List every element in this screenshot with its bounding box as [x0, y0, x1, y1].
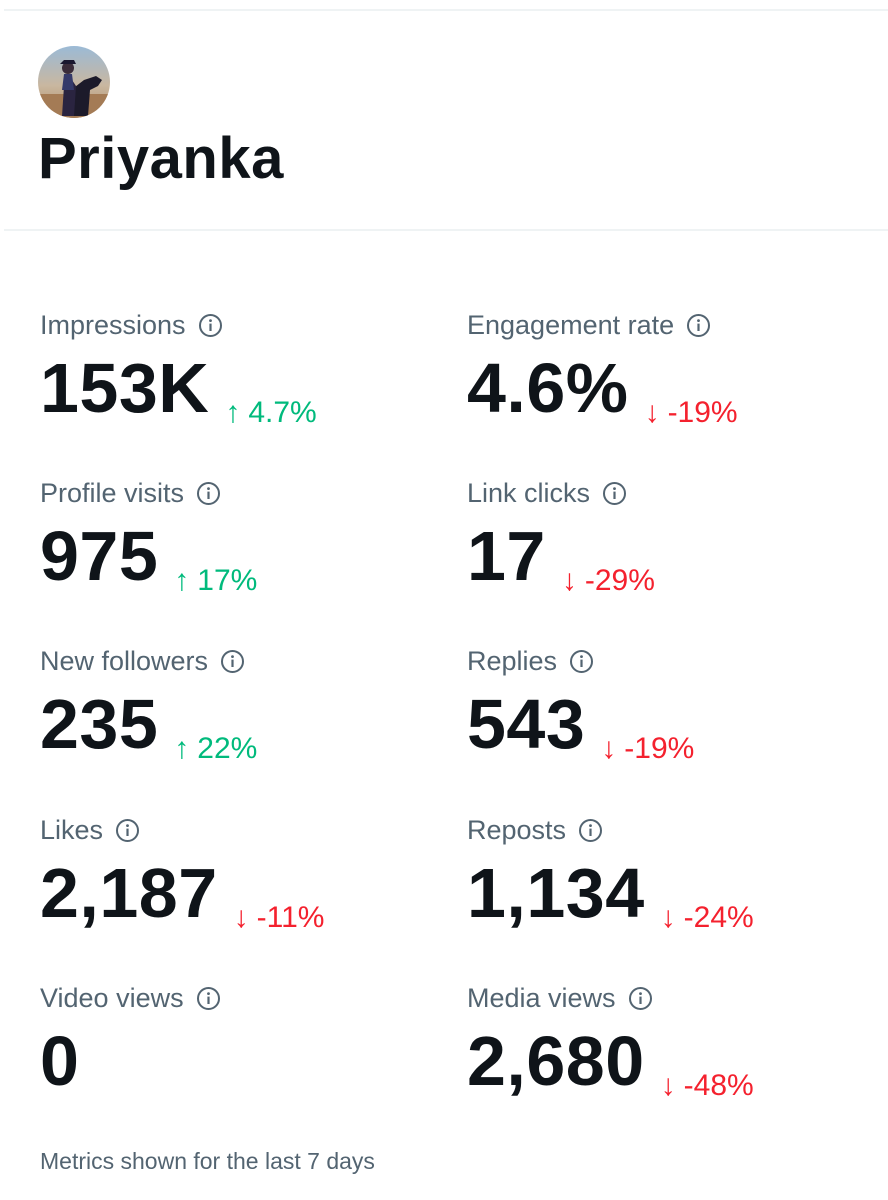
top-divider: [4, 9, 888, 11]
metrics-period-note: Metrics shown for the last 7 days: [40, 1148, 375, 1174]
metric-label: Link clicks: [467, 478, 591, 508]
header-divider: [4, 229, 888, 231]
arrow-down-icon: ↓: [660, 901, 676, 934]
metric-change-value: -11%: [256, 901, 325, 934]
metric-value: 1,134: [467, 854, 645, 932]
metric-change-value: -48%: [683, 1069, 754, 1102]
metric-change: ↓ -19%: [645, 393, 738, 433]
metric-change: ↓ -11%: [234, 898, 325, 938]
info-circle-icon[interactable]: [115, 818, 140, 843]
metric-value: 543: [467, 685, 586, 763]
metric-value: 4.6%: [467, 349, 629, 427]
info-circle-icon[interactable]: [578, 818, 603, 843]
metric-change: ↓ -24%: [661, 898, 754, 938]
metric-change: ↑ 22%: [174, 729, 257, 769]
info-circle-icon[interactable]: [628, 986, 653, 1011]
metric-change-value: -29%: [584, 564, 655, 597]
info-circle-icon[interactable]: [569, 649, 594, 674]
info-circle-icon[interactable]: [602, 481, 627, 506]
metric-new-followers: New followers 235 ↑ 22%: [40, 636, 460, 776]
metric-change-value: -19%: [667, 396, 738, 429]
metric-impressions: Impressions 153K ↑ 4.7%: [40, 300, 460, 440]
metric-reposts: Reposts 1,134 ↓ -24%: [467, 805, 887, 945]
metric-change-value: -24%: [683, 901, 754, 934]
metric-engagement-rate: Engagement rate 4.6% ↓ -19%: [467, 300, 887, 440]
arrow-down-icon: ↓: [601, 732, 617, 765]
metric-label: Video views: [40, 983, 184, 1013]
metric-label: Replies: [467, 646, 558, 676]
metric-value: 2,680: [467, 1022, 645, 1100]
metric-label: New followers: [40, 646, 209, 676]
metric-value: 17: [467, 517, 546, 595]
arrow-down-icon: ↓: [660, 1069, 676, 1102]
metric-change: ↑ 17%: [174, 561, 257, 601]
metric-change: ↓ -48%: [661, 1066, 754, 1106]
metric-change-value: 17%: [197, 564, 258, 597]
info-circle-icon[interactable]: [686, 313, 711, 338]
info-circle-icon[interactable]: [198, 313, 223, 338]
metric-profile-visits: Profile visits 975 ↑ 17%: [40, 468, 460, 608]
metric-change: ↓ -19%: [601, 729, 694, 769]
metric-value: 153K: [40, 349, 210, 427]
metric-value: 235: [40, 685, 159, 763]
metric-media-views: Media views 2,680 ↓ -48%: [467, 973, 887, 1113]
metric-label: Reposts: [467, 815, 567, 845]
profile-header: Priyanka: [0, 11, 888, 230]
info-circle-icon[interactable]: [220, 649, 245, 674]
metric-label: Media views: [467, 983, 616, 1013]
metric-label: Engagement rate: [467, 310, 675, 340]
metric-change: ↑ 4.7%: [225, 393, 316, 433]
metric-label: Impressions: [40, 310, 186, 340]
metric-value: 0: [40, 1022, 80, 1100]
avatar[interactable]: [38, 46, 110, 118]
info-circle-icon[interactable]: [196, 481, 221, 506]
arrow-up-icon: ↑: [174, 564, 190, 597]
info-circle-icon[interactable]: [196, 986, 221, 1011]
avatar-photo: [38, 46, 110, 118]
metric-change: ↓ -29%: [562, 561, 655, 601]
arrow-up-icon: ↑: [225, 396, 241, 429]
profile-name: Priyanka: [38, 126, 284, 191]
metric-value: 2,187: [40, 854, 218, 932]
metric-change-value: 22%: [197, 732, 258, 765]
metric-change-value: 4.7%: [248, 396, 317, 429]
metric-label: Likes: [40, 815, 104, 845]
arrow-up-icon: ↑: [174, 732, 190, 765]
metric-video-views: Video views 0: [40, 973, 460, 1113]
metric-link-clicks: Link clicks 17 ↓ -29%: [467, 468, 887, 608]
metric-label: Profile visits: [40, 478, 185, 508]
metric-replies: Replies 543 ↓ -19%: [467, 636, 887, 776]
metric-change-value: -19%: [624, 732, 695, 765]
arrow-down-icon: ↓: [561, 564, 577, 597]
arrow-down-icon: ↓: [644, 396, 660, 429]
metric-value: 975: [40, 517, 159, 595]
metric-likes: Likes 2,187 ↓ -11%: [40, 805, 460, 945]
arrow-down-icon: ↓: [233, 901, 249, 934]
